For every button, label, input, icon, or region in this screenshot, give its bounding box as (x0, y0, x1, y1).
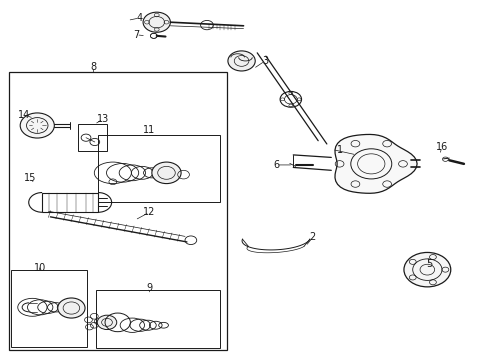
Circle shape (20, 113, 54, 138)
Text: 1: 1 (336, 144, 342, 154)
Polygon shape (334, 134, 416, 193)
Text: 8: 8 (90, 62, 96, 72)
Text: 6: 6 (273, 160, 279, 170)
Text: 7: 7 (133, 30, 139, 40)
Text: 10: 10 (34, 263, 46, 273)
Text: 15: 15 (24, 173, 36, 183)
Circle shape (152, 162, 181, 184)
Circle shape (97, 315, 117, 329)
Text: 2: 2 (309, 232, 315, 242)
Circle shape (58, 298, 85, 318)
Text: 3: 3 (262, 56, 267, 66)
Circle shape (403, 252, 450, 287)
Circle shape (227, 51, 255, 71)
Text: 11: 11 (143, 125, 155, 135)
Text: 5: 5 (426, 259, 432, 269)
Text: 14: 14 (18, 110, 30, 120)
Text: 9: 9 (146, 283, 152, 293)
Text: 4: 4 (136, 13, 142, 23)
Text: 13: 13 (97, 114, 109, 124)
Circle shape (143, 12, 170, 32)
Text: 16: 16 (435, 142, 447, 152)
Text: 12: 12 (143, 207, 155, 217)
